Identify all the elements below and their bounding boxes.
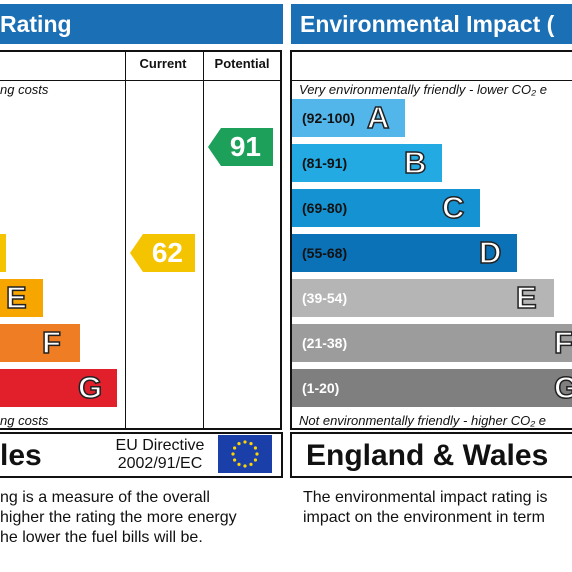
environment-band-e: (39-54) E [292,279,554,317]
environment-band-letter: B [403,144,427,181]
environment-band-range: (21-38) [302,335,348,351]
environment-band-b: (81-91) B [292,144,442,182]
environment-band-letter: A [366,99,390,136]
eu-star [243,464,247,468]
environment-band-letter: G [553,369,572,406]
eu-star [233,446,237,450]
environment-footer-region: England & Wales [306,439,549,472]
energy-band-e: E [0,279,43,317]
eu-star [237,462,241,466]
eu-flag-icon [218,435,272,473]
environment-band-range: (69-80) [302,200,348,216]
environment-header: Environmental Impact ( [291,4,572,44]
energy-top-caption: ng costs [0,82,49,97]
environment-band-g: (1-20) G [292,369,572,407]
current-rating-arrow: 62 [130,234,195,272]
environment-title: Environmental Impact ( [300,11,555,37]
environment-footer [290,432,572,478]
environment-band-letter: D [478,234,502,271]
energy-description: ng is a measure of the overall higher th… [0,489,237,546]
eu-star [243,440,247,444]
current-rating-value: 62 [151,237,183,268]
energy-band-d [0,234,6,272]
environment-band-range: (39-54) [302,290,348,306]
environment-table [290,50,572,430]
environment-band-letter: F [553,324,572,361]
energy-footer [0,432,283,478]
eu-star [233,458,237,462]
eu-star [253,458,257,462]
environment-top-caption: Very environmentally friendly - lower CO… [299,82,547,97]
energy-band-f: F [0,324,80,362]
environment-band-range: (92-100) [302,110,355,126]
energy-band-g-letter: G [77,369,103,406]
energy-title: Rating [0,11,72,37]
environment-band-range: (81-91) [302,155,348,171]
environment-band-f: (21-38) F [292,324,572,362]
eu-star [231,452,235,456]
environment-band-letter: C [441,189,465,226]
energy-band-e-letter: E [5,279,27,316]
environment-description: The environmental impact rating is impac… [303,489,548,526]
potential-column-header: Potential [214,56,270,71]
eu-star [253,446,257,450]
eu-directive-text: EU Directive 2002/91/EC [115,437,205,472]
environment-band-d: (55-68) D [292,234,517,272]
energy-table [0,50,282,430]
energy-bottom-caption: ng costs [0,413,49,428]
environment-band-a: (92-100) A [292,99,405,137]
environment-band-range: (1-20) [302,380,340,396]
eu-star [255,452,259,456]
environment-bottom-caption: Not environmentally friendly - higher CO… [299,413,547,428]
environment-band-c: (69-80) C [292,189,480,227]
eu-star [237,442,241,446]
energy-header: Rating [0,4,283,44]
environment-band-letter: E [515,279,537,316]
environment-band-range: (55-68) [302,245,348,261]
potential-rating-arrow: 91 [208,128,273,166]
current-column-header: Current [139,56,187,71]
energy-band-g: G [0,369,117,407]
eu-star [249,442,253,446]
eu-star [249,462,253,466]
energy-footer-region: les [0,439,42,472]
potential-rating-value: 91 [229,131,261,162]
energy-band-f-letter: F [41,324,61,361]
